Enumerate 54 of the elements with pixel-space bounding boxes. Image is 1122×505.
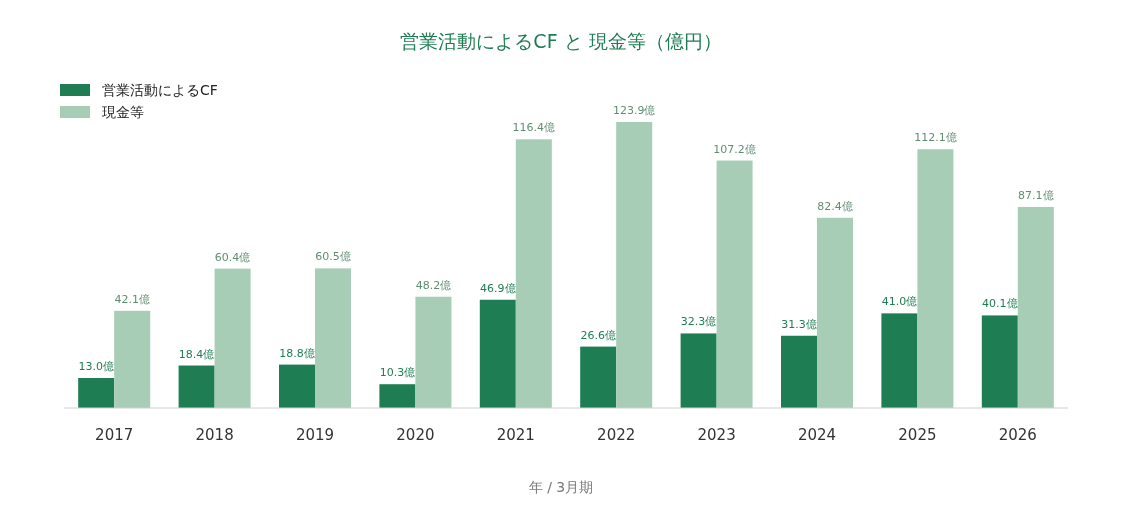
x-tick-label: 2024 — [797, 426, 837, 444]
legend-label: 営業活動によるCF — [102, 82, 218, 98]
legend-label: 現金等 — [102, 104, 144, 120]
data-label: 60.4億 — [214, 250, 251, 264]
data-label: 10.3億 — [379, 366, 416, 380]
data-label: 82.4億 — [817, 199, 853, 213]
data-label: 32.3億 — [680, 315, 717, 329]
x-tick-label: 2023 — [697, 426, 736, 444]
data-label: 116.4億 — [512, 121, 556, 135]
x-tick-label: 2026 — [998, 426, 1037, 444]
bar — [379, 384, 416, 408]
data-label: 123.9億 — [612, 104, 656, 117]
x-tick-label: 2019 — [295, 426, 335, 444]
x-tick-label: 2020 — [396, 426, 435, 444]
x-tick-label: 2022 — [597, 426, 636, 444]
data-label: 107.2億 — [713, 142, 756, 156]
data-label: 42.1億 — [114, 292, 150, 306]
x-tick-label: 2017 — [95, 426, 134, 444]
data-label: 18.4億 — [178, 347, 215, 361]
x-tick-label: 2018 — [195, 426, 234, 444]
bar — [279, 364, 315, 408]
bar — [716, 160, 753, 408]
bar — [580, 346, 617, 408]
bar — [178, 365, 215, 408]
data-label: 60.5億 — [315, 250, 351, 264]
data-label: 112.1億 — [914, 131, 957, 145]
data-label: 26.6億 — [580, 328, 616, 342]
chart-title: 営業活動によるCF と 現金等（億円） — [400, 30, 722, 52]
x-tick-label: 2021 — [496, 426, 535, 444]
data-label: 40.1億 — [982, 297, 1018, 311]
bar — [479, 299, 516, 408]
bar — [1017, 206, 1054, 408]
x-tick-label: 2025 — [898, 426, 937, 444]
data-label: 31.3億 — [781, 317, 817, 331]
bar — [78, 377, 115, 408]
bar — [881, 313, 918, 408]
data-label: 87.1億 — [1018, 188, 1054, 202]
bar — [415, 296, 452, 408]
data-label: 41.0億 — [881, 295, 918, 309]
bar — [214, 268, 251, 408]
bar — [680, 333, 717, 408]
data-label: 13.0億 — [78, 359, 114, 373]
bar — [515, 139, 552, 408]
bar — [315, 268, 351, 408]
bar — [781, 335, 817, 408]
data-label: 46.9億 — [480, 281, 516, 295]
x-axis-title: 年 / 3月期 — [528, 479, 594, 495]
data-label: 48.2億 — [415, 278, 452, 292]
bar — [616, 122, 653, 408]
data-label: 18.8億 — [279, 346, 315, 360]
bar — [917, 149, 954, 408]
bar — [817, 217, 853, 408]
bar — [114, 310, 151, 408]
bar — [981, 315, 1018, 408]
